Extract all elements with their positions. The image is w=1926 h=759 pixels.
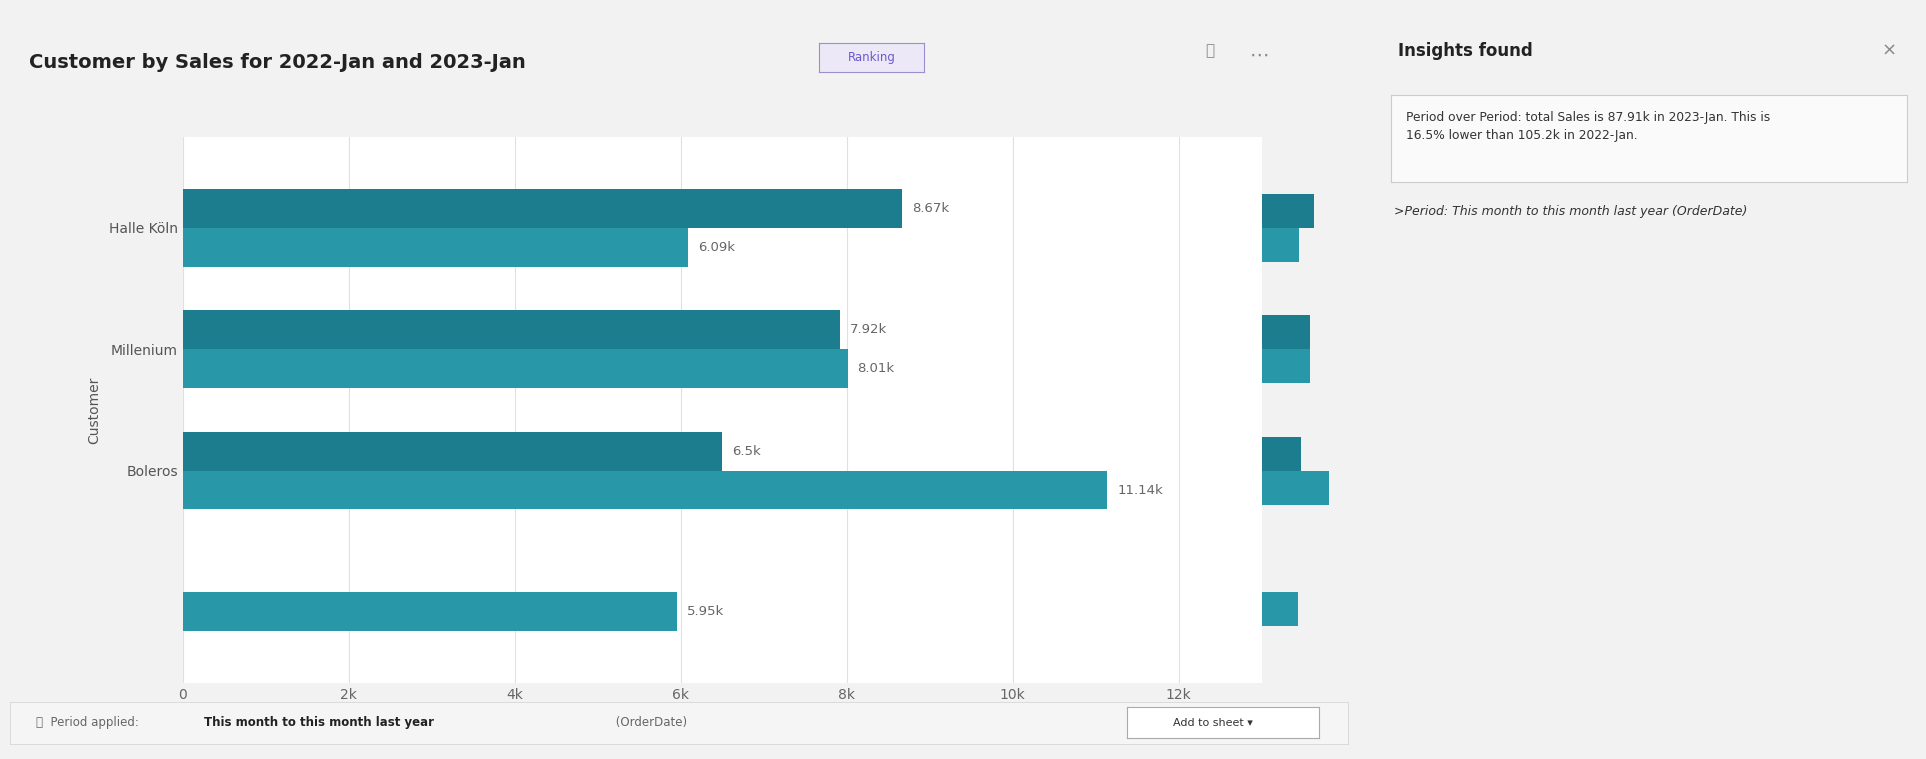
- Bar: [1262, 228, 1298, 262]
- Text: ⤢: ⤢: [1206, 43, 1215, 58]
- Text: >Period: This month to this month last year (OrderDate): >Period: This month to this month last y…: [1394, 205, 1747, 218]
- Text: 8.67k: 8.67k: [913, 202, 950, 215]
- Bar: [183, 432, 722, 471]
- Text: 8.01k: 8.01k: [857, 362, 894, 375]
- Text: 5.95k: 5.95k: [686, 605, 724, 618]
- Bar: [183, 349, 847, 388]
- Text: 7.92k: 7.92k: [849, 323, 888, 336]
- Text: ×: ×: [1882, 42, 1897, 60]
- Text: Customer by Sales for 2022-Jan and 2023-Jan: Customer by Sales for 2022-Jan and 2023-…: [29, 53, 526, 72]
- Text: This month to this month last year: This month to this month last year: [204, 716, 433, 729]
- Text: 11.14k: 11.14k: [1117, 483, 1163, 496]
- Text: Period over Period: total Sales is 87.91k in 2023-Jan. This is
16.5% lower than : Period over Period: total Sales is 87.91…: [1406, 111, 1770, 142]
- Bar: [1262, 315, 1310, 349]
- Bar: [183, 471, 1107, 509]
- Bar: [1262, 349, 1310, 383]
- X-axis label: Sales 2023-Jan, Sales 2022-Jan: Sales 2023-Jan, Sales 2022-Jan: [614, 710, 830, 724]
- Text: ⏱  Period applied:: ⏱ Period applied:: [37, 716, 146, 729]
- Bar: [183, 189, 901, 228]
- Text: Insights found: Insights found: [1398, 42, 1533, 60]
- Text: Ranking: Ranking: [847, 51, 896, 65]
- Bar: [183, 228, 688, 266]
- Text: (OrderDate): (OrderDate): [612, 716, 688, 729]
- Bar: [1262, 194, 1314, 228]
- Y-axis label: Customer: Customer: [87, 376, 100, 443]
- Bar: [1262, 471, 1329, 505]
- Bar: [183, 592, 676, 631]
- Text: 6.09k: 6.09k: [699, 241, 736, 254]
- Bar: [183, 310, 840, 349]
- Text: 6.5k: 6.5k: [732, 445, 761, 458]
- Bar: [1262, 592, 1298, 626]
- Text: Add to sheet ▾: Add to sheet ▾: [1173, 717, 1254, 728]
- Bar: [1262, 436, 1302, 471]
- Text: ⋯: ⋯: [1250, 46, 1269, 65]
